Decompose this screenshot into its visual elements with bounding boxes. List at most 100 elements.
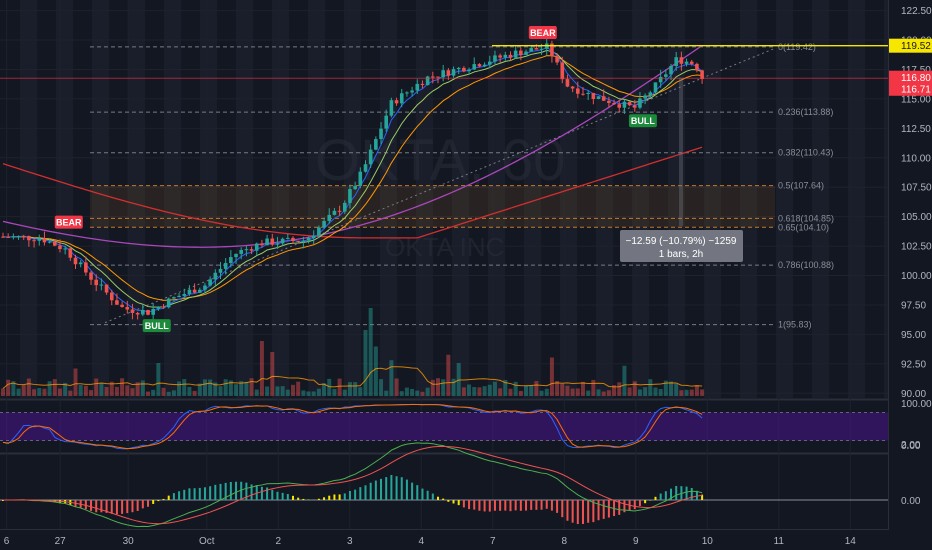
volume-bar (37, 388, 42, 396)
candle-body (658, 76, 663, 83)
signal-text: BULL (631, 116, 655, 126)
candle-body (596, 96, 601, 100)
macd-histogram-bar (426, 490, 429, 500)
candle-body (182, 293, 187, 296)
macd-histogram-bar (95, 500, 98, 513)
candle-body (632, 105, 637, 108)
volume-bar (177, 381, 182, 396)
ema-slow-line (2, 55, 703, 301)
volume-bar (145, 391, 150, 396)
candle-body (42, 238, 47, 243)
volume-bar (586, 390, 591, 396)
measure-tooltip-line1: −12.59 (−10.79%) −1259 (626, 236, 737, 247)
candle-body (109, 292, 114, 301)
candle-body (431, 76, 435, 78)
candle-body (291, 237, 295, 242)
price-tag-label: 116.80 (901, 73, 931, 84)
candle-body (11, 236, 16, 238)
price-tick-label: 110.00 (901, 153, 931, 164)
macd-histogram-bar (146, 500, 149, 507)
macd-histogram-bar (493, 500, 496, 511)
resistance-line[interactable] (0, 45, 888, 79)
candle-body (384, 115, 389, 129)
volume-bar (1, 388, 5, 396)
candle-body (576, 88, 580, 94)
candle-body (306, 237, 311, 241)
macd-signal-line (2, 445, 703, 525)
candle-body (260, 243, 264, 246)
price-tag-label: 119.52 (901, 41, 931, 52)
macd-pane (0, 442, 888, 528)
price-axis[interactable]: 122.50120.00117.50115.00112.50110.00107.… (888, 0, 932, 530)
time-tick-label: 4 (418, 536, 424, 547)
volume-bar (316, 388, 321, 396)
macd-histogram-bar (431, 493, 434, 500)
volume-bar (135, 382, 140, 396)
volume-bar (156, 363, 161, 396)
candle-body (197, 289, 202, 293)
volume-bar (202, 379, 207, 396)
macd-histogram-bar (581, 500, 584, 525)
volume-bar (182, 379, 187, 396)
candle-body (32, 240, 36, 242)
price-tick-label: 105.00 (901, 212, 932, 223)
candle-body (270, 238, 275, 245)
session-band (452, 0, 469, 398)
volume-bar (565, 385, 570, 396)
candle-body (462, 67, 466, 72)
volume-bar (529, 385, 534, 396)
volume-bar (513, 381, 518, 396)
candle-body (172, 297, 176, 299)
macd-histogram-bar (442, 498, 445, 500)
candle-body (689, 61, 694, 64)
macd-histogram-bar (110, 500, 113, 514)
macd-histogram-bar (576, 500, 579, 525)
volume-bar (290, 384, 295, 396)
macd-histogram-bar (514, 500, 517, 511)
volume-bar (451, 378, 456, 396)
volume-bar (347, 382, 352, 396)
price-tick-label: 115.00 (901, 94, 931, 105)
macd-histogram-bar (369, 482, 372, 500)
volume-bar (461, 387, 466, 396)
session-band (704, 0, 721, 398)
macd-histogram-bar (209, 486, 212, 500)
session-band (308, 0, 325, 398)
candle-body (555, 56, 559, 63)
candle-body (607, 100, 611, 103)
price-tag-label: 116.71 (901, 84, 931, 95)
candle-body (519, 50, 523, 55)
candle-body (565, 79, 570, 87)
candle-body (213, 272, 218, 280)
candle-body (130, 309, 135, 313)
volume-bar (21, 385, 26, 396)
macd-histogram-bar (354, 489, 357, 500)
volume-bar (114, 386, 119, 396)
candle-body (332, 210, 337, 215)
time-axis-bg (0, 530, 932, 550)
candle-body (560, 62, 565, 80)
volume-bar (311, 391, 316, 396)
macd-histogram-bar (411, 482, 414, 500)
volume-bar (518, 390, 523, 396)
candle-body (467, 69, 471, 72)
session-band (524, 0, 541, 398)
time-axis[interactable]: 6 27 30 Oct 2 3 4 7 8 9 10 11 14 (0, 530, 932, 550)
macd-histogram-bar (229, 481, 232, 500)
candle-body (52, 241, 57, 246)
candle-body (151, 308, 155, 315)
volume-bar (125, 385, 130, 396)
candle-body (358, 171, 363, 186)
volume-bar (11, 381, 16, 396)
volume-bar (622, 365, 627, 396)
session-band (776, 0, 793, 398)
candle-body (337, 210, 342, 212)
signal-text: BEAR (56, 218, 82, 228)
macd-histogram-bar (499, 500, 502, 511)
volume-bar (441, 379, 446, 396)
macd-histogram-bar (260, 486, 263, 500)
volume-bar (601, 391, 606, 396)
candle-body (229, 257, 233, 264)
time-tick-label: 30 (123, 536, 135, 547)
